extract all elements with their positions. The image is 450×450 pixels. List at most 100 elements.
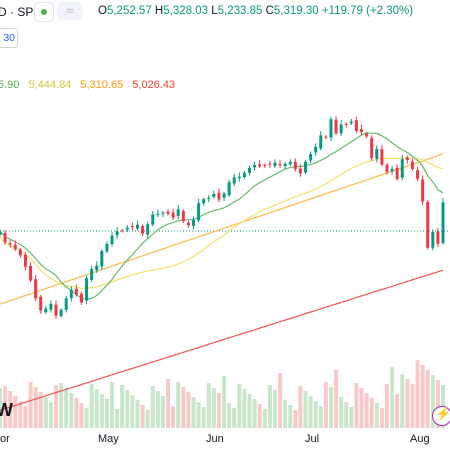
volume-bar	[196, 402, 201, 428]
volume-bar	[160, 396, 165, 428]
market-status-button[interactable]	[34, 2, 54, 22]
candle-body	[309, 154, 313, 161]
candle-body	[146, 224, 150, 235]
volume-bar	[84, 408, 89, 428]
candle-body	[370, 137, 374, 159]
volume-bar	[247, 394, 252, 428]
volume-bar	[308, 396, 313, 428]
candle-body	[212, 194, 216, 197]
high-value: 5,328.03	[163, 5, 208, 17]
volume-bar	[74, 398, 79, 428]
volume-bar	[191, 397, 196, 428]
volume-bar	[415, 360, 420, 428]
candle-body	[334, 119, 338, 134]
volume-bar	[186, 392, 191, 428]
ma2-value: 5,444.84	[28, 79, 72, 91]
symbol-label[interactable]: D · SP	[0, 5, 34, 19]
volume-bar	[374, 403, 379, 428]
volume-bar	[400, 374, 405, 428]
candle-body	[344, 124, 348, 126]
volume-bar	[110, 382, 115, 428]
candle-body	[283, 163, 287, 167]
candle-body	[100, 250, 104, 267]
volume-bar	[272, 390, 277, 428]
volume-bar	[257, 404, 262, 428]
candle-body	[390, 168, 394, 172]
volume-bar	[206, 383, 211, 428]
volume-bar	[145, 410, 150, 428]
ma100-line	[0, 153, 444, 305]
moving-average-legend: 5.90 5,444.84 5,310.65 5,026.43	[0, 79, 181, 91]
x-axis-label: Aug	[410, 433, 430, 445]
change-value: +119.79 (+2.30%)	[321, 5, 414, 17]
candle-body	[232, 177, 236, 184]
volume-bar	[435, 380, 440, 428]
candle-body	[166, 211, 170, 214]
candle-body	[319, 135, 323, 149]
candle-body	[339, 124, 343, 134]
watermark-logo: W	[0, 400, 13, 420]
candle-body	[156, 213, 160, 215]
candle-body	[385, 164, 389, 172]
volume-bar	[13, 396, 18, 428]
volume-bar	[237, 384, 242, 428]
candle-body	[380, 149, 384, 165]
candle-body	[298, 168, 302, 174]
volume-bar	[23, 406, 28, 428]
volume-bar	[334, 370, 339, 428]
volume-bar	[232, 408, 237, 428]
candle-body	[360, 129, 364, 132]
ma4-value: 5,026.43	[132, 79, 176, 91]
volume-bar	[115, 409, 120, 428]
candle-body	[202, 199, 206, 204]
candle-body	[69, 289, 73, 298]
x-axis-label: Jun	[206, 433, 224, 445]
candle-body	[110, 235, 114, 245]
volume-bar	[242, 389, 247, 428]
volume-bar	[3, 386, 8, 428]
candle-body	[191, 219, 195, 226]
indicator-badge[interactable]: 30	[0, 28, 18, 48]
low-label: L	[211, 5, 218, 17]
volume-bar	[99, 394, 104, 428]
low-value: 5,233.85	[217, 5, 263, 17]
candle-body	[421, 179, 425, 202]
candles	[0, 116, 445, 320]
volume-bar	[54, 385, 59, 428]
volume-bar	[171, 406, 176, 428]
volume-bar	[125, 390, 130, 428]
candle-body	[23, 254, 27, 267]
volume-bar	[43, 397, 48, 428]
candle-body	[130, 225, 134, 227]
volume-bar	[69, 393, 74, 428]
flash-icon[interactable]	[432, 406, 450, 426]
candle-body	[441, 202, 445, 243]
volume-bar	[283, 400, 288, 428]
open-value: 5,252.57	[106, 5, 152, 17]
volume-bar	[395, 394, 400, 428]
candle-body	[288, 161, 292, 165]
volume-bar	[166, 379, 171, 428]
volume-bar	[359, 388, 364, 428]
compare-icon[interactable]: ≈	[57, 2, 83, 20]
volume-bar	[384, 384, 389, 428]
candle-body	[135, 224, 139, 229]
candle-body	[161, 212, 165, 214]
volume-bar	[140, 405, 145, 428]
candle-body	[197, 203, 201, 221]
close-label: C	[265, 5, 274, 17]
ma3-value: 5,310.65	[80, 79, 124, 91]
candle-body	[227, 182, 231, 196]
candle-body	[431, 231, 435, 248]
ma1-value: 5.90	[0, 79, 20, 91]
candle-body	[258, 164, 262, 167]
candle-body	[400, 159, 404, 178]
candle-body	[120, 230, 124, 232]
candle-body	[8, 243, 12, 245]
candle-body	[79, 293, 83, 303]
volume-bar	[288, 405, 293, 428]
ma200-line	[0, 269, 444, 411]
volume-bar	[318, 406, 323, 428]
volume-bar	[354, 383, 359, 428]
